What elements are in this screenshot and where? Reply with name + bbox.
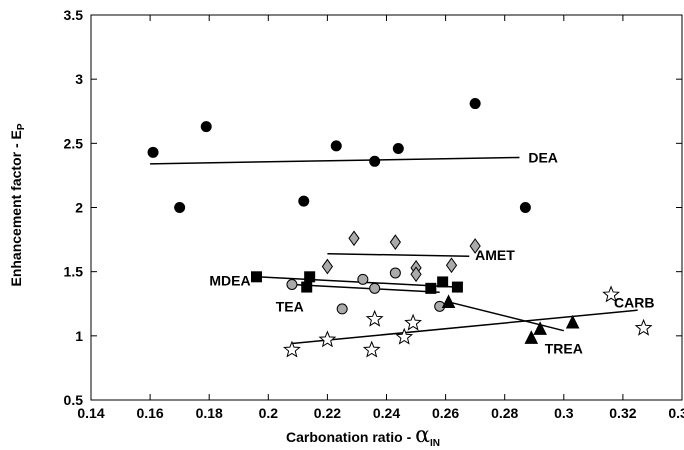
dea-point — [298, 195, 310, 207]
carb-point — [395, 327, 414, 345]
tea-point — [357, 273, 369, 285]
amet-point — [410, 266, 422, 283]
carb-point — [365, 309, 384, 327]
dea-point — [392, 142, 404, 154]
carb-point — [283, 340, 301, 358]
amet-point — [445, 257, 458, 274]
amet-label: AMET — [475, 247, 515, 263]
tea-label: TEA — [276, 298, 304, 314]
x-axis-subscript: IN — [430, 438, 440, 449]
dea-point — [519, 202, 531, 213]
fit-lines — [150, 156, 638, 345]
x-axis-title: Carbonation ratio - αIN — [286, 423, 440, 449]
amet-fit-line — [327, 252, 470, 258]
x-tick-label: 0.32 — [609, 405, 636, 421]
x-axis-label: Carbonation ratio - — [286, 429, 415, 445]
plot-frame — [90, 14, 683, 401]
dea-point — [469, 98, 481, 110]
x-tick-label: 0.28 — [491, 405, 518, 421]
x-tick-label: 0.22 — [314, 405, 341, 421]
x-tick-label: 0.16 — [136, 405, 163, 421]
y-tick-label: 1.5 — [64, 264, 84, 280]
mdea-label: MDEA — [209, 273, 250, 289]
tea-fit-line — [291, 283, 440, 293]
mdea-point — [425, 282, 437, 294]
trea-label: TREA — [545, 341, 583, 357]
y-tick-label: 0.5 — [64, 392, 84, 408]
mdea-point — [304, 271, 316, 283]
amet-point — [469, 238, 481, 254]
dea-point — [200, 121, 212, 133]
series-labels: DEA AMET MDEA TEA TREA CARB — [209, 149, 654, 356]
mdea-point — [451, 281, 463, 293]
trea-point — [565, 314, 580, 329]
trea-point — [533, 321, 547, 335]
dea-point — [174, 202, 186, 213]
y-tick-label: 1 — [75, 328, 83, 344]
y-tick-label: 2 — [75, 200, 83, 216]
mdea-fit-line — [256, 276, 458, 288]
amet-point — [389, 234, 401, 251]
dea-fit-line — [150, 156, 520, 165]
trea-fit-line — [445, 300, 564, 332]
carb-point — [362, 340, 381, 358]
alpha-symbol: α — [415, 423, 430, 448]
tea-point — [369, 282, 381, 294]
mdea-point — [437, 276, 449, 288]
x-tick-label: 0.24 — [373, 405, 400, 421]
dea-point — [369, 155, 381, 167]
x-tick-label: 0.26 — [432, 405, 459, 421]
carb-fit-line — [291, 309, 638, 345]
y-tick-label: 2.5 — [64, 135, 84, 151]
carb-point — [602, 285, 620, 303]
trea-point — [524, 330, 539, 344]
amet-point — [321, 258, 334, 275]
y-axis-title: Enhancement factor - EP — [8, 123, 27, 286]
plot-area — [90, 14, 683, 401]
x-tick-label: 0.18 — [196, 405, 223, 421]
amet-point — [348, 230, 360, 247]
dea-point — [330, 140, 342, 152]
x-tick-label: 0.3 — [554, 405, 574, 421]
x-tick-label: 0.14 — [77, 405, 104, 421]
tea-point — [336, 303, 348, 315]
dea-point — [147, 146, 159, 158]
x-tick-label: 0.2 — [259, 405, 279, 421]
carb-point — [404, 313, 422, 331]
carb-point — [634, 318, 653, 336]
trea-point — [441, 294, 456, 308]
mdea-point — [250, 271, 262, 283]
y-axis-subscript: P — [16, 123, 27, 130]
y-tick-label: 3.5 — [64, 7, 84, 23]
carb-label: CARB — [614, 294, 654, 310]
dea-label: DEA — [528, 149, 558, 165]
mdea-point — [301, 281, 313, 293]
tea-point — [389, 267, 401, 279]
data-markers — [147, 98, 653, 358]
tea-point — [286, 279, 298, 290]
axis-ticks: 0.14 0.16 0.18 0.2 0.22 0.24 0.26 0.28 0.3 0.32 0.… — [64, 7, 684, 421]
y-tick-label: 3 — [75, 71, 83, 87]
carb-point — [318, 330, 337, 348]
y-axis-label: Enhancement factor - E — [8, 130, 24, 286]
x-tick-label: 0.34 — [668, 405, 684, 421]
